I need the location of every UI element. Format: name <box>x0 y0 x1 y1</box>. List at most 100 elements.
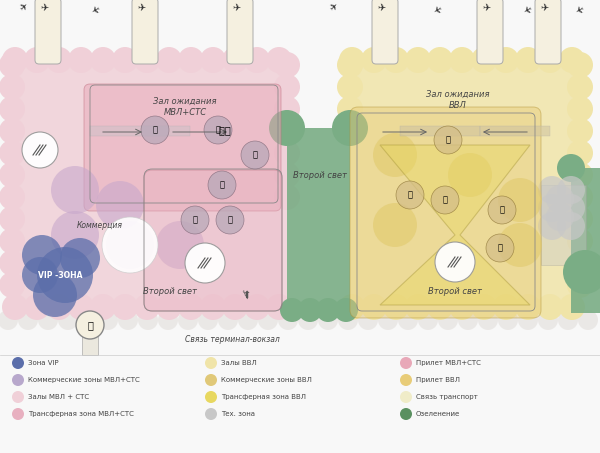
Circle shape <box>334 298 358 322</box>
Circle shape <box>518 310 538 330</box>
Circle shape <box>0 74 25 100</box>
Circle shape <box>2 47 28 73</box>
Circle shape <box>222 294 248 320</box>
Text: Коммерция: Коммерция <box>77 221 123 230</box>
Text: 🧳: 🧳 <box>407 191 413 199</box>
Circle shape <box>33 273 77 317</box>
Circle shape <box>361 47 387 73</box>
Circle shape <box>538 194 566 222</box>
Text: ✈: ✈ <box>137 3 145 13</box>
Circle shape <box>102 217 158 273</box>
Text: 🧳: 🧳 <box>220 180 224 189</box>
Circle shape <box>400 374 412 386</box>
Circle shape <box>378 310 398 330</box>
Text: Второй свет: Второй свет <box>143 288 197 297</box>
Circle shape <box>337 74 363 100</box>
Circle shape <box>537 47 563 73</box>
Circle shape <box>46 47 72 73</box>
Circle shape <box>567 184 593 210</box>
Circle shape <box>557 194 585 222</box>
Circle shape <box>58 310 78 330</box>
Text: Коммерческие зоны ВВЛ: Коммерческие зоны ВВЛ <box>221 377 312 383</box>
Circle shape <box>567 96 593 122</box>
Circle shape <box>138 310 158 330</box>
Circle shape <box>486 234 514 262</box>
Circle shape <box>538 212 566 240</box>
Circle shape <box>274 162 300 188</box>
Text: Зона VIP: Зона VIP <box>28 360 59 366</box>
Text: 🛂: 🛂 <box>87 320 93 330</box>
Circle shape <box>448 153 492 197</box>
Circle shape <box>181 206 209 234</box>
Text: ✈: ✈ <box>430 1 442 14</box>
Circle shape <box>158 310 178 330</box>
Circle shape <box>205 408 217 420</box>
Circle shape <box>427 47 453 73</box>
Circle shape <box>280 298 304 322</box>
Circle shape <box>498 178 542 222</box>
Polygon shape <box>380 145 530 305</box>
Text: 🧳: 🧳 <box>499 206 505 215</box>
Circle shape <box>337 118 363 144</box>
Circle shape <box>538 176 566 204</box>
Circle shape <box>12 357 24 369</box>
Text: ✈: ✈ <box>18 1 31 14</box>
Circle shape <box>205 374 217 386</box>
Circle shape <box>332 110 368 146</box>
Circle shape <box>37 247 93 303</box>
Circle shape <box>546 185 574 213</box>
Circle shape <box>567 74 593 100</box>
Text: 🧳: 🧳 <box>497 244 503 252</box>
Circle shape <box>266 294 292 320</box>
Circle shape <box>178 294 204 320</box>
Circle shape <box>22 235 62 275</box>
Circle shape <box>567 140 593 166</box>
Circle shape <box>434 126 462 154</box>
Circle shape <box>68 47 94 73</box>
Text: 🧳: 🧳 <box>253 150 257 159</box>
Circle shape <box>458 310 478 330</box>
Circle shape <box>274 140 300 166</box>
Circle shape <box>567 228 593 254</box>
Bar <box>287 128 350 310</box>
Text: Второй свет: Второй свет <box>293 170 347 179</box>
Circle shape <box>427 294 453 320</box>
Bar <box>90 126 190 136</box>
Circle shape <box>141 116 169 144</box>
Circle shape <box>156 221 204 269</box>
Circle shape <box>488 196 516 224</box>
Circle shape <box>567 52 593 78</box>
FancyBboxPatch shape <box>35 0 61 64</box>
Text: ✈: ✈ <box>88 1 100 14</box>
Circle shape <box>337 52 363 78</box>
Circle shape <box>567 118 593 144</box>
Text: Прилет МВЛ+СТС: Прилет МВЛ+СТС <box>416 360 481 366</box>
Text: Озеленение: Озеленение <box>416 411 460 417</box>
Circle shape <box>216 206 244 234</box>
Circle shape <box>241 141 269 169</box>
Circle shape <box>24 47 50 73</box>
Circle shape <box>0 228 25 254</box>
Circle shape <box>106 221 154 269</box>
Circle shape <box>98 310 118 330</box>
Circle shape <box>269 110 305 146</box>
Text: ✈: ✈ <box>520 1 532 14</box>
Circle shape <box>438 310 458 330</box>
Circle shape <box>405 294 431 320</box>
Circle shape <box>431 186 459 214</box>
Circle shape <box>0 184 25 210</box>
Circle shape <box>471 294 497 320</box>
Circle shape <box>0 272 25 298</box>
Text: Залы ВВЛ: Залы ВВЛ <box>221 360 257 366</box>
Circle shape <box>400 391 412 403</box>
Text: ✈: ✈ <box>540 3 548 13</box>
Circle shape <box>558 310 578 330</box>
Circle shape <box>112 294 138 320</box>
Text: ✈: ✈ <box>40 3 48 13</box>
Circle shape <box>278 310 298 330</box>
Text: 🧳: 🧳 <box>193 216 197 225</box>
Circle shape <box>396 181 424 209</box>
Circle shape <box>0 118 25 144</box>
Circle shape <box>337 96 363 122</box>
Bar <box>571 168 600 313</box>
